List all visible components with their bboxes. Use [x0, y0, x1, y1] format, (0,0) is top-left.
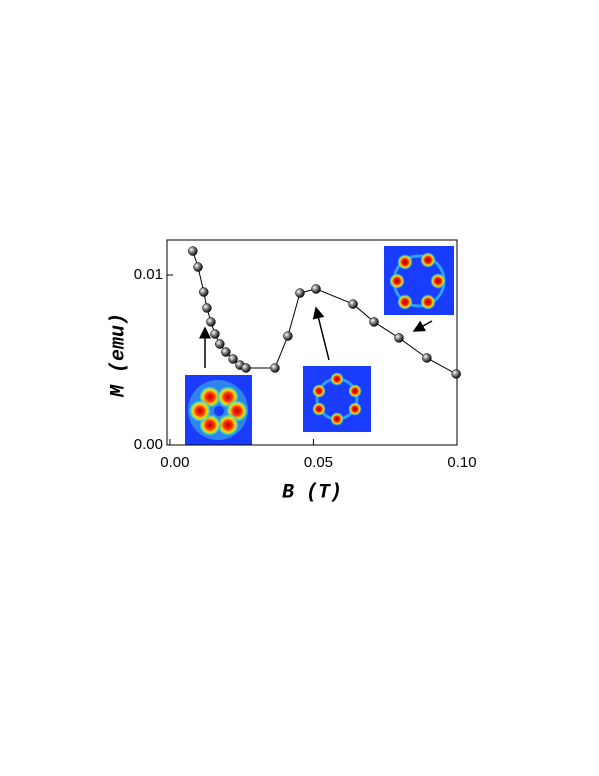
inset-blob	[420, 252, 436, 268]
data-point	[394, 333, 404, 343]
arrow	[312, 306, 330, 361]
y-tick-label: 0.01	[134, 266, 163, 283]
inset-blob	[330, 372, 344, 386]
data-point	[422, 353, 432, 363]
data-point	[202, 303, 212, 313]
inset-blob	[312, 402, 326, 416]
data-point	[210, 329, 220, 339]
y-axis-label: M (emu)	[107, 313, 130, 398]
x-tick-label: 0.05	[304, 454, 333, 471]
data-point	[348, 299, 358, 309]
inset-blob	[420, 294, 436, 310]
data-point	[193, 262, 203, 272]
data-point	[270, 363, 280, 373]
inset-blob	[312, 384, 326, 398]
inset-blob	[430, 273, 446, 289]
plot-frame	[166, 239, 458, 446]
x-axis-label: B (T)	[282, 481, 342, 504]
inset-blob	[348, 402, 362, 416]
inset-blob	[188, 399, 212, 423]
insets	[185, 246, 454, 445]
data-point	[199, 287, 209, 297]
data-point	[188, 246, 198, 256]
data-point	[369, 317, 379, 327]
arrows	[199, 306, 433, 368]
data-point	[206, 317, 216, 327]
inset-blob	[389, 273, 405, 289]
inset-blob	[397, 254, 413, 270]
inset-blob	[348, 384, 362, 398]
data-point	[215, 339, 225, 349]
data-point	[451, 369, 461, 379]
y-tick-label: 0.00	[134, 436, 163, 453]
data-point	[221, 347, 231, 357]
inset-blob	[397, 294, 413, 310]
data-point	[228, 354, 238, 364]
inset-blob	[214, 406, 224, 416]
x-tick-label: 0.00	[160, 454, 189, 471]
arrow	[412, 320, 433, 332]
inset-blob	[216, 413, 240, 437]
inset-blob	[330, 412, 344, 426]
x-tick-label: 0.10	[447, 454, 476, 471]
data-point	[311, 284, 321, 294]
data-point	[295, 288, 305, 298]
data-point	[283, 331, 293, 341]
data-point	[241, 363, 251, 373]
